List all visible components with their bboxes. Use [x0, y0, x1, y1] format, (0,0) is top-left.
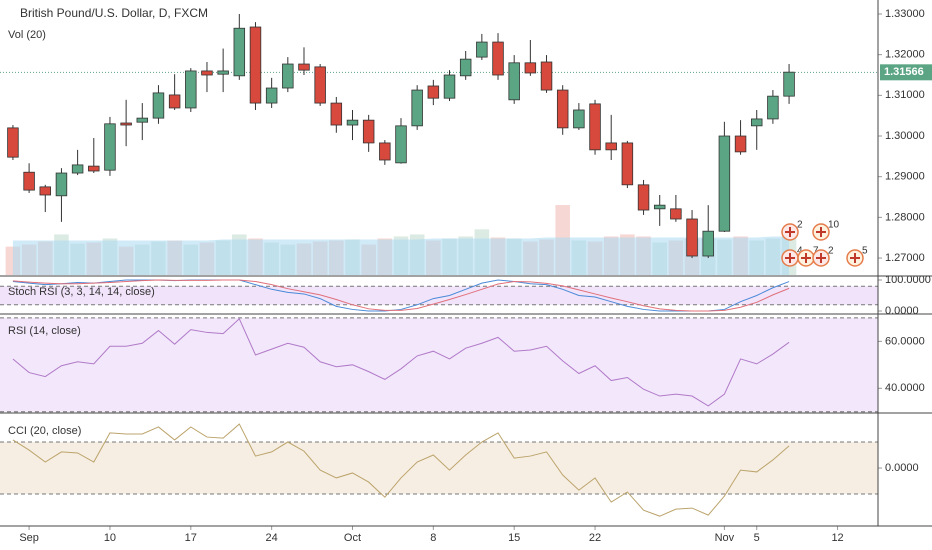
x-tick-label: 17 — [185, 532, 197, 544]
candle-body — [767, 95, 779, 120]
x-tick-label: Oct — [344, 532, 361, 544]
candle-body — [265, 87, 278, 104]
candle-body — [249, 26, 262, 104]
y-tick-label: 1.27000 — [885, 252, 925, 264]
event-flag — [785, 227, 795, 237]
indicator-line — [12, 279, 790, 312]
candle-body — [330, 102, 343, 126]
candle-body — [282, 63, 294, 89]
indicator-title: RSI (14, close) — [8, 325, 81, 337]
y-tick-label: 1.30000 — [885, 130, 925, 142]
candle-body — [653, 204, 666, 210]
candle-body — [589, 103, 601, 151]
indicator-band — [0, 317, 878, 412]
candle-body — [411, 89, 423, 127]
candle-body — [120, 122, 132, 126]
candle-body — [39, 186, 52, 196]
last-price-box — [880, 64, 932, 81]
event-flag — [801, 253, 811, 263]
indicator-title: Stoch RSI (3, 3, 14, 14, close) — [8, 286, 155, 298]
candle-body — [718, 135, 731, 232]
candle-body — [201, 70, 213, 76]
candle-body — [88, 165, 100, 172]
y-tick-label: 1.32000 — [885, 49, 925, 61]
event-flag — [816, 253, 826, 263]
indicator-title: CCI (20, close) — [8, 425, 81, 437]
x-tick-label: 5 — [754, 532, 760, 544]
x-tick-label: 22 — [589, 532, 601, 544]
chart-title: British Pound/U.S. Dollar, D, FXCM — [20, 6, 208, 20]
candle-body — [233, 27, 246, 77]
x-tick-label: Sep — [19, 532, 39, 544]
indicator-line — [12, 317, 790, 407]
candle-body — [104, 123, 116, 171]
y-tick-label: 1.33000 — [885, 8, 925, 20]
y-tick-label: 0.0000 — [885, 305, 919, 317]
candle-body — [573, 109, 585, 129]
y-tick-label: 1.31000 — [885, 89, 925, 101]
candle-body — [702, 230, 714, 257]
chart-subtitle: Vol (20) — [8, 29, 46, 41]
volume-ma-area — [12, 236, 790, 275]
indicator-band — [0, 442, 878, 495]
candle-body — [476, 41, 488, 58]
x-tick-label: 24 — [266, 532, 278, 544]
candle-body — [55, 172, 68, 197]
indicator-band — [0, 286, 878, 305]
candle-body — [605, 142, 617, 151]
candle-body — [168, 94, 181, 109]
candle-body — [346, 119, 359, 126]
x-tick-label: 10 — [104, 532, 116, 544]
indicator-line — [12, 423, 790, 517]
y-tick-label: 60.0000 — [885, 335, 925, 347]
candle-body — [637, 184, 650, 211]
candle-body — [395, 125, 407, 164]
y-tick-label: 1.28000 — [885, 211, 925, 223]
y-tick-label: 0.0000 — [885, 462, 919, 474]
candle-body — [459, 58, 472, 77]
x-tick-label: 8 — [430, 532, 436, 544]
candle-body — [362, 119, 375, 144]
x-tick-label: 12 — [831, 532, 843, 544]
candle-body — [686, 218, 698, 257]
candle-body — [621, 142, 634, 186]
event-count: 10 — [828, 220, 840, 231]
candle-body — [298, 63, 310, 71]
candle-body — [556, 89, 569, 129]
candle-body — [492, 41, 504, 76]
event-flag — [785, 253, 795, 263]
candle-body — [7, 127, 19, 158]
candle-body — [508, 62, 520, 101]
candle-body — [314, 66, 326, 104]
candle-body — [71, 164, 84, 174]
event-count: 4 — [797, 246, 803, 257]
event-flag — [816, 227, 826, 237]
candle-body — [152, 92, 165, 119]
x-tick-label: 15 — [508, 532, 520, 544]
candle-body — [734, 135, 747, 153]
candle-body — [524, 62, 537, 74]
candle-body — [136, 117, 149, 123]
y-tick-label: 40.0000 — [885, 382, 925, 394]
indicator-line — [12, 279, 790, 312]
candle-body — [443, 74, 456, 99]
candle-body — [217, 70, 229, 75]
candle-body — [540, 61, 553, 91]
candle-body — [427, 85, 440, 99]
candle-body — [750, 118, 763, 127]
candle-body — [670, 208, 682, 220]
y-tick-label: 100.0000 — [885, 274, 931, 286]
event-count: 2 — [828, 246, 834, 257]
candle-body — [185, 70, 197, 109]
candle-body — [23, 171, 35, 191]
x-tick-label: Nov — [715, 532, 735, 544]
event-count: 5 — [862, 246, 868, 257]
event-flag — [850, 253, 860, 263]
event-count: 2 — [797, 220, 803, 231]
candle-body — [783, 71, 795, 97]
candle-body — [379, 142, 391, 161]
y-tick-label: 1.29000 — [885, 171, 925, 183]
last-price-label: 1.31566 — [884, 66, 924, 78]
